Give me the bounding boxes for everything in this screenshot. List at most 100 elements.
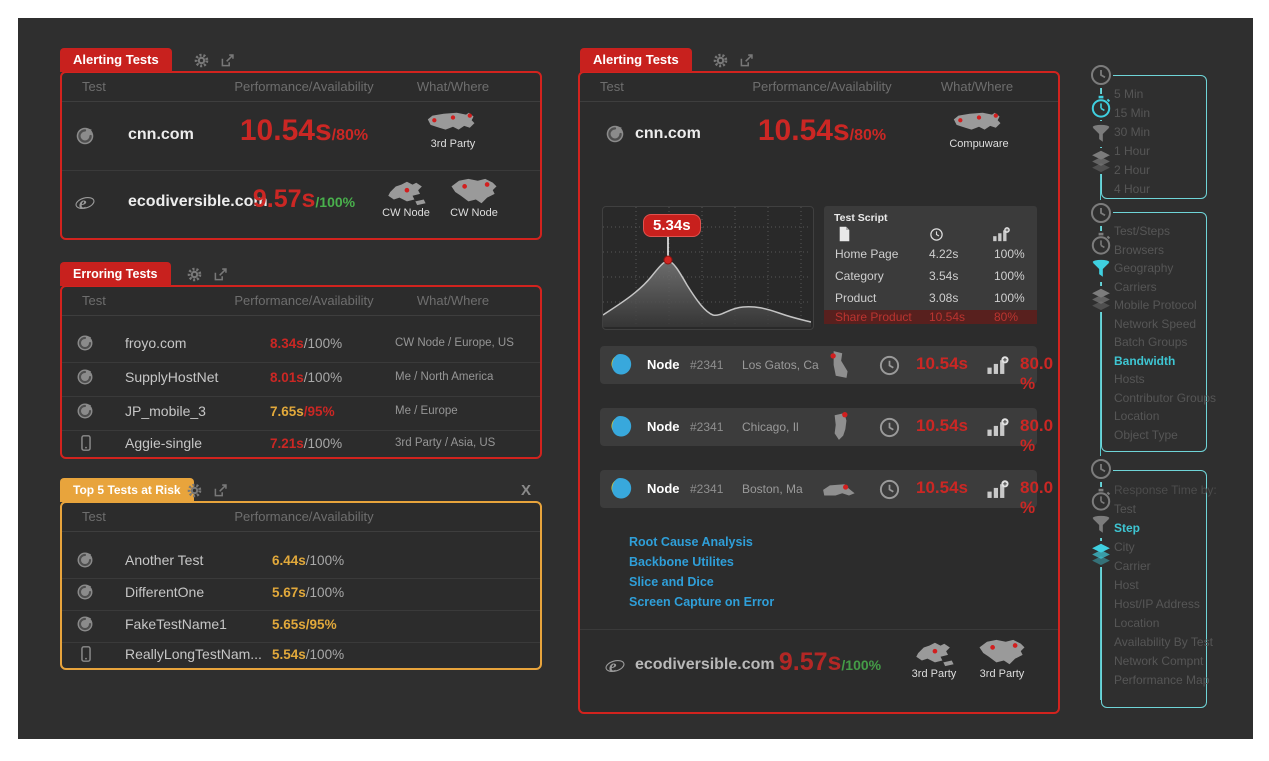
sidebar-item-4hour[interactable]: 4 Hour	[1114, 182, 1151, 196]
export-icon[interactable]	[212, 266, 229, 283]
sidebar-item-object-type[interactable]: Object Type	[1114, 427, 1178, 442]
table-row[interactable]: Another Test 6.44s/100%	[62, 547, 540, 575]
sidebar-item-performance-map[interactable]: Performance Map	[1114, 673, 1210, 687]
table-row[interactable]: cnn.com 10.54s/80% 3rd Party	[62, 102, 540, 170]
script-step-row[interactable]: Category 3.54s 100%	[835, 269, 1025, 283]
layers-icon[interactable]	[1089, 541, 1113, 567]
node-row[interactable]: Node #2341 Chicago, Il 10.54s 80.0 %	[600, 408, 1053, 455]
perf-availability: 9.57s/100%	[252, 185, 356, 213]
layers-icon[interactable]	[1089, 286, 1113, 312]
where-map: 3rd Party	[422, 110, 484, 150]
sidebar-item-geography[interactable]: Geography	[1114, 261, 1174, 275]
table-row-expanded[interactable]: cnn.com 10.54s/80% Compuware	[580, 102, 1058, 192]
gear-icon[interactable]	[193, 52, 210, 69]
close-icon[interactable]: X	[521, 482, 532, 499]
table-row[interactable]: ReallyLongTestNam... 5.54s/100%	[62, 643, 540, 667]
node-row[interactable]: Node #2341 Boston, Ma 10.54s 80.0 %	[600, 470, 1053, 517]
sidebar-item-contributor-groups[interactable]: Contributor Groups	[1114, 390, 1217, 405]
sidebar-item-test-steps[interactable]: Test/Steps	[1114, 224, 1171, 238]
sidebar-item-15min[interactable]: 15 Min	[1114, 106, 1151, 120]
sidebar-item-2hour[interactable]: 2 Hour	[1114, 163, 1151, 177]
node-id: #2341	[690, 420, 724, 434]
funnel-icon[interactable]	[1089, 512, 1113, 538]
sidebar-item-1hour[interactable]: 1 Hour	[1114, 144, 1151, 158]
link-screen-capture-on-error[interactable]: Screen Capture on Error	[629, 595, 775, 609]
massachusetts-map-icon	[822, 482, 858, 500]
sidebar-item-30min[interactable]: 30 Min	[1114, 125, 1151, 139]
layers-icon[interactable]	[1089, 148, 1113, 174]
sidebar-item-network-speed[interactable]: Network Speed	[1114, 316, 1197, 331]
table-row[interactable]: FakeTestName1 5.65s/95%	[62, 611, 540, 639]
funnel-icon[interactable]	[1089, 121, 1113, 147]
node-id: #2341	[690, 358, 724, 372]
sidebar-item-network-compnt[interactable]: Network Compnt	[1114, 654, 1204, 668]
test-script-panel: Test Script Home Page 4.22s 100% Categor…	[824, 206, 1037, 324]
script-step-row[interactable]: Product 3.08s 100%	[835, 291, 1025, 305]
stopwatch-icon[interactable]	[1089, 487, 1113, 513]
table-row[interactable]: SupplyHostNet 8.01s/100% Me / North Amer…	[62, 363, 540, 393]
bar-chart-icon	[986, 356, 1010, 375]
table-row[interactable]: JP_mobile_3 7.65s/95% Me / Europe	[62, 397, 540, 427]
sidebar-item-carrier[interactable]: Carrier	[1114, 559, 1151, 573]
perf-availability: 5.54s/100%	[272, 647, 345, 662]
sidebar-item-location[interactable]: Location	[1114, 409, 1160, 423]
table-row[interactable]: froyo.com 8.34s/100% CW Node / Europe, U…	[62, 329, 540, 359]
link-root-cause-analysis[interactable]: Root Cause Analysis	[629, 535, 753, 549]
gear-icon[interactable]	[712, 52, 729, 69]
clock-icon	[878, 354, 901, 377]
sidebar-item-host[interactable]: Host	[1114, 578, 1139, 592]
sidebar-item-browsers[interactable]: Browsers	[1114, 242, 1165, 257]
tab-label: Erroring Tests	[73, 267, 158, 281]
mobile-icon	[77, 434, 95, 452]
script-step-row[interactable]: Home Page 4.22s 100%	[835, 247, 1025, 261]
node-label: Node	[647, 357, 680, 372]
sidebar-item-carriers[interactable]: Carriers	[1114, 279, 1157, 294]
table-row[interactable]: DifferentOne 5.67s/100%	[62, 579, 540, 607]
table-row[interactable]: Aggie-single 7.21s/100% 3rd Party / Asia…	[62, 431, 540, 457]
table-row[interactable]: ecodiversible.com 9.57s/100% 3rd Party 3…	[580, 630, 1058, 704]
sidebar-item-step[interactable]: Step	[1114, 521, 1141, 535]
tab-top5-tests-at-risk[interactable]: Top 5 Tests at Risk	[60, 478, 194, 502]
stopwatch-icon[interactable]	[1089, 231, 1113, 257]
test-name: cnn.com	[635, 125, 701, 142]
link-backbone-utilites[interactable]: Backbone Utilites	[629, 555, 734, 569]
bar-chart-icon	[992, 227, 1011, 242]
tab-alerting-tests-detail[interactable]: Alerting Tests	[580, 48, 692, 72]
node-time: 10.54s	[916, 354, 968, 373]
sidebar-item-city[interactable]: City	[1114, 540, 1135, 554]
export-icon[interactable]	[219, 52, 236, 69]
column-header-row: Test Performance/Availability What/Where	[62, 73, 540, 102]
funnel-icon[interactable]	[1089, 256, 1113, 282]
link-slice-and-dice[interactable]: Slice and Dice	[629, 575, 714, 589]
sidebar-item-test[interactable]: Test	[1114, 502, 1137, 516]
script-step-row-alert[interactable]: Share Product 10.54s 80%	[824, 310, 1037, 324]
export-icon[interactable]	[212, 482, 229, 499]
node-city: Los Gatos, Ca	[742, 358, 819, 372]
sidebar-item-availability-by-test[interactable]: Availability By Test	[1114, 635, 1213, 649]
clock-icon[interactable]	[1089, 456, 1113, 482]
clock-icon[interactable]	[1089, 200, 1113, 226]
sidebar-item-location[interactable]: Location	[1114, 616, 1160, 630]
map-label: CW Node	[382, 207, 430, 219]
tab-alerting-tests[interactable]: Alerting Tests	[60, 48, 172, 72]
node-row[interactable]: Node #2341 Los Gatos, Ca 10.54s 80.0 %	[600, 346, 1053, 393]
sidebar-item-host-ip-address[interactable]: Host/IP Address	[1114, 597, 1200, 611]
where-map: CW Node	[380, 179, 432, 219]
sidebar-item-bandwidth[interactable]: Bandwidth	[1114, 353, 1176, 368]
node-availability: 80.0 %	[1020, 354, 1054, 393]
response-time-chart[interactable]: 5.34s	[602, 206, 814, 330]
gear-icon[interactable]	[186, 266, 203, 283]
sidebar-item-mobile-protocol[interactable]: Mobile Protocol	[1114, 298, 1197, 312]
export-icon[interactable]	[738, 52, 755, 69]
col-test: Test	[82, 293, 106, 308]
sidebar-item-5min[interactable]: 5 Min	[1114, 87, 1144, 101]
sidebar-item-batch-groups[interactable]: Batch Groups	[1114, 335, 1188, 349]
table-row[interactable]: ecodiversible.com 9.57s/100% CW Node CW …	[62, 171, 540, 235]
sidebar-item-hosts[interactable]: Hosts	[1114, 372, 1145, 386]
clock-icon[interactable]	[1089, 62, 1113, 88]
tab-erroring-tests[interactable]: Erroring Tests	[60, 262, 171, 286]
stopwatch-icon[interactable]	[1089, 94, 1113, 120]
gear-icon[interactable]	[186, 482, 203, 499]
sidebar-section-label: Response Time by:	[1114, 483, 1217, 497]
perf-availability: 8.34s/100%	[270, 336, 343, 351]
